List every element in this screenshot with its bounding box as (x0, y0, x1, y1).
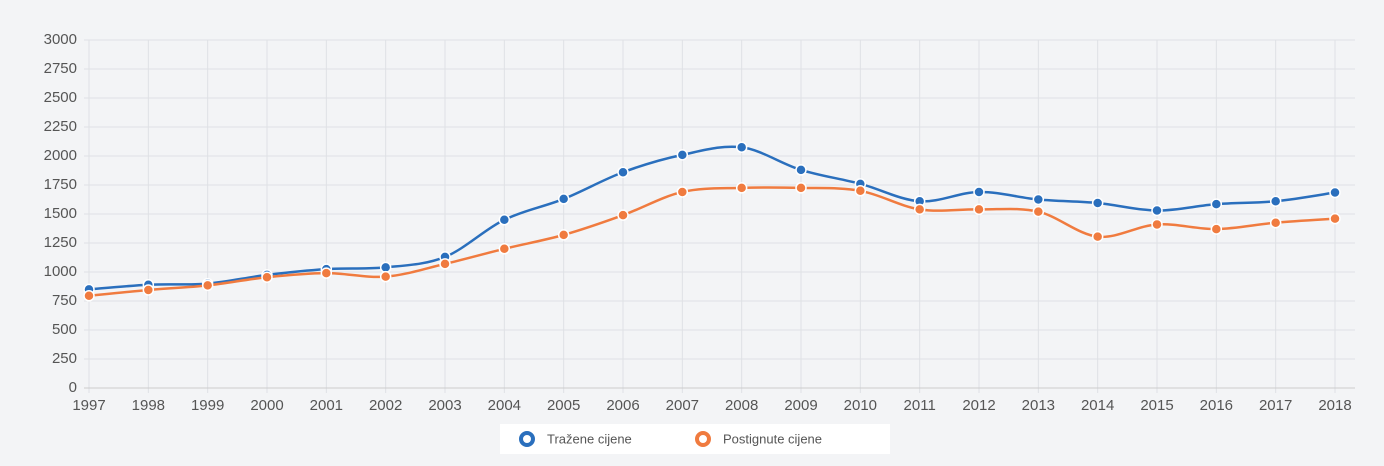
data-point (557, 229, 570, 241)
data-point (854, 185, 867, 197)
data-point (795, 164, 807, 176)
data-point (795, 182, 807, 194)
y-tick-label: 250 (52, 350, 77, 367)
data-point (1329, 186, 1341, 199)
y-tick-label: 1500 (44, 205, 77, 222)
x-tick-label: 2008 (725, 397, 758, 414)
data-point (1091, 230, 1104, 243)
data-point (676, 149, 689, 161)
data-point (201, 279, 214, 292)
data-point (142, 284, 155, 296)
data-point (1210, 223, 1223, 235)
y-tick-label: 1750 (44, 176, 77, 193)
legend-label: Tražene cijene (547, 431, 632, 446)
x-tick-label: 2005 (547, 397, 580, 414)
x-tick-label: 2003 (428, 397, 461, 414)
x-tick-label: 1999 (191, 397, 224, 414)
data-point (676, 186, 689, 198)
legend-label: Postignute cijene (723, 431, 822, 446)
y-tick-label: 1250 (44, 234, 77, 251)
data-point (1151, 204, 1163, 217)
x-tick-label: 1997 (72, 397, 105, 414)
y-tick-label: 2250 (44, 118, 77, 135)
x-tick-label: 2009 (784, 397, 817, 414)
data-point (439, 258, 451, 270)
y-tick-label: 1000 (44, 263, 77, 280)
x-tick-label: 2017 (1259, 397, 1292, 414)
x-tick-label: 2000 (250, 397, 283, 414)
data-point (1210, 198, 1223, 210)
y-tick-label: 3000 (44, 31, 77, 48)
x-tick-label: 1998 (132, 397, 165, 414)
data-point (379, 270, 392, 283)
y-tick-label: 500 (52, 321, 77, 338)
data-point (1151, 218, 1163, 231)
series-line (88, 145, 1336, 291)
data-point (320, 267, 333, 279)
y-tick-label: 2000 (44, 147, 77, 164)
x-tick-label: 2010 (844, 397, 877, 414)
data-point (1032, 205, 1045, 218)
data-point (973, 203, 985, 216)
y-tick-label: 2500 (44, 89, 77, 106)
data-point (617, 209, 629, 221)
legend-marker (695, 431, 711, 447)
x-tick-label: 2012 (962, 397, 995, 414)
x-tick-label: 2013 (1022, 397, 1055, 414)
x-tick-label: 2015 (1140, 397, 1173, 414)
x-tick-label: 2002 (369, 397, 402, 414)
x-tick-label: 2001 (310, 397, 343, 414)
data-point (1329, 212, 1341, 225)
data-point (735, 141, 748, 154)
data-point (557, 193, 570, 205)
x-tick-label: 2006 (606, 397, 639, 414)
y-tick-label: 750 (52, 292, 77, 309)
x-tick-label: 2011 (904, 397, 936, 414)
x-tick-label: 2004 (488, 397, 521, 414)
data-point (1091, 197, 1104, 209)
data-point (498, 243, 511, 255)
data-point (617, 166, 629, 178)
data-point (379, 261, 392, 274)
data-point (1269, 195, 1282, 207)
x-tick-label: 2016 (1200, 397, 1233, 414)
data-point (1269, 216, 1282, 229)
data-point (498, 214, 511, 226)
data-point (261, 271, 273, 283)
x-tick-label: 2018 (1318, 397, 1351, 414)
data-point (83, 290, 95, 302)
y-tick-label: 2750 (44, 60, 77, 77)
data-point (735, 182, 748, 194)
data-point (913, 203, 926, 216)
series-line (88, 186, 1336, 298)
data-point (1032, 193, 1045, 206)
x-tick-label: 2014 (1081, 397, 1114, 414)
x-tick-label: 2007 (666, 397, 699, 414)
y-tick-label: 0 (69, 379, 77, 396)
legend-marker (519, 431, 535, 447)
data-point (973, 186, 985, 198)
